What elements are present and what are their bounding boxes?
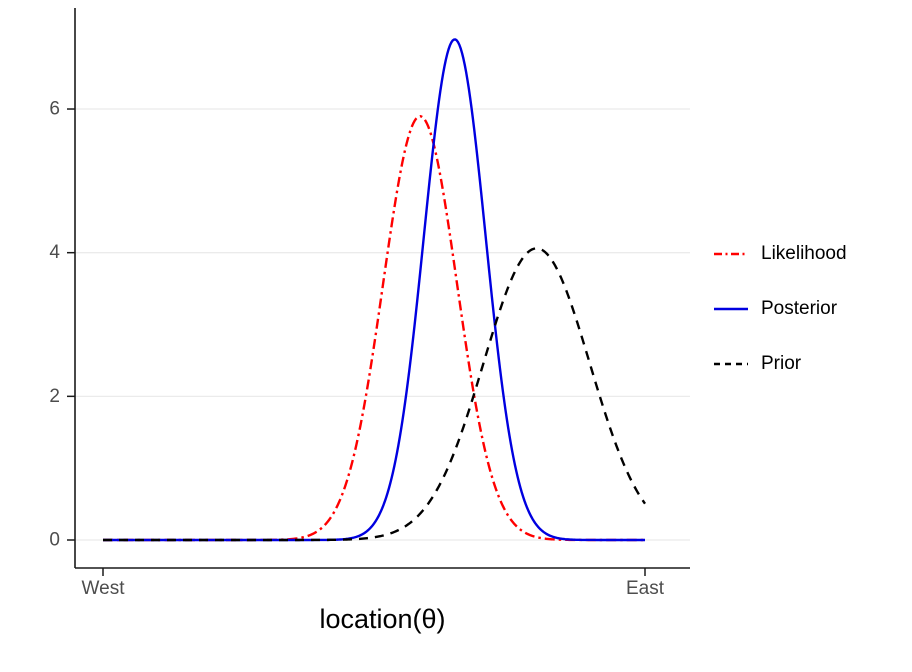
x-tick-label-west: West (82, 578, 126, 599)
y-tick-label: 6 (49, 99, 60, 120)
x-axis-title: location(θ) (319, 604, 446, 634)
y-tick-label: 2 (49, 386, 60, 407)
legend-key-line-likelihood (714, 252, 748, 256)
y-tick-label: 4 (49, 242, 60, 263)
legend: Likelihood Posterior Prior (712, 242, 847, 376)
curve-likelihood (103, 115, 645, 542)
x-tick-label-east: East (626, 578, 665, 599)
legend-label: Likelihood (761, 243, 847, 264)
legend-key-line-prior (714, 362, 748, 366)
legend-key-line-posterior (714, 307, 748, 311)
curve-posterior (103, 38, 645, 542)
legend-item-prior: Prior (712, 352, 847, 376)
legend-item-likelihood: Likelihood (712, 242, 847, 266)
legend-label: Prior (761, 353, 802, 374)
y-tick-label: 0 (49, 530, 60, 551)
legend-label: Posterior (761, 298, 838, 319)
curve-prior (103, 247, 646, 542)
legend-item-posterior: Posterior (712, 297, 847, 321)
